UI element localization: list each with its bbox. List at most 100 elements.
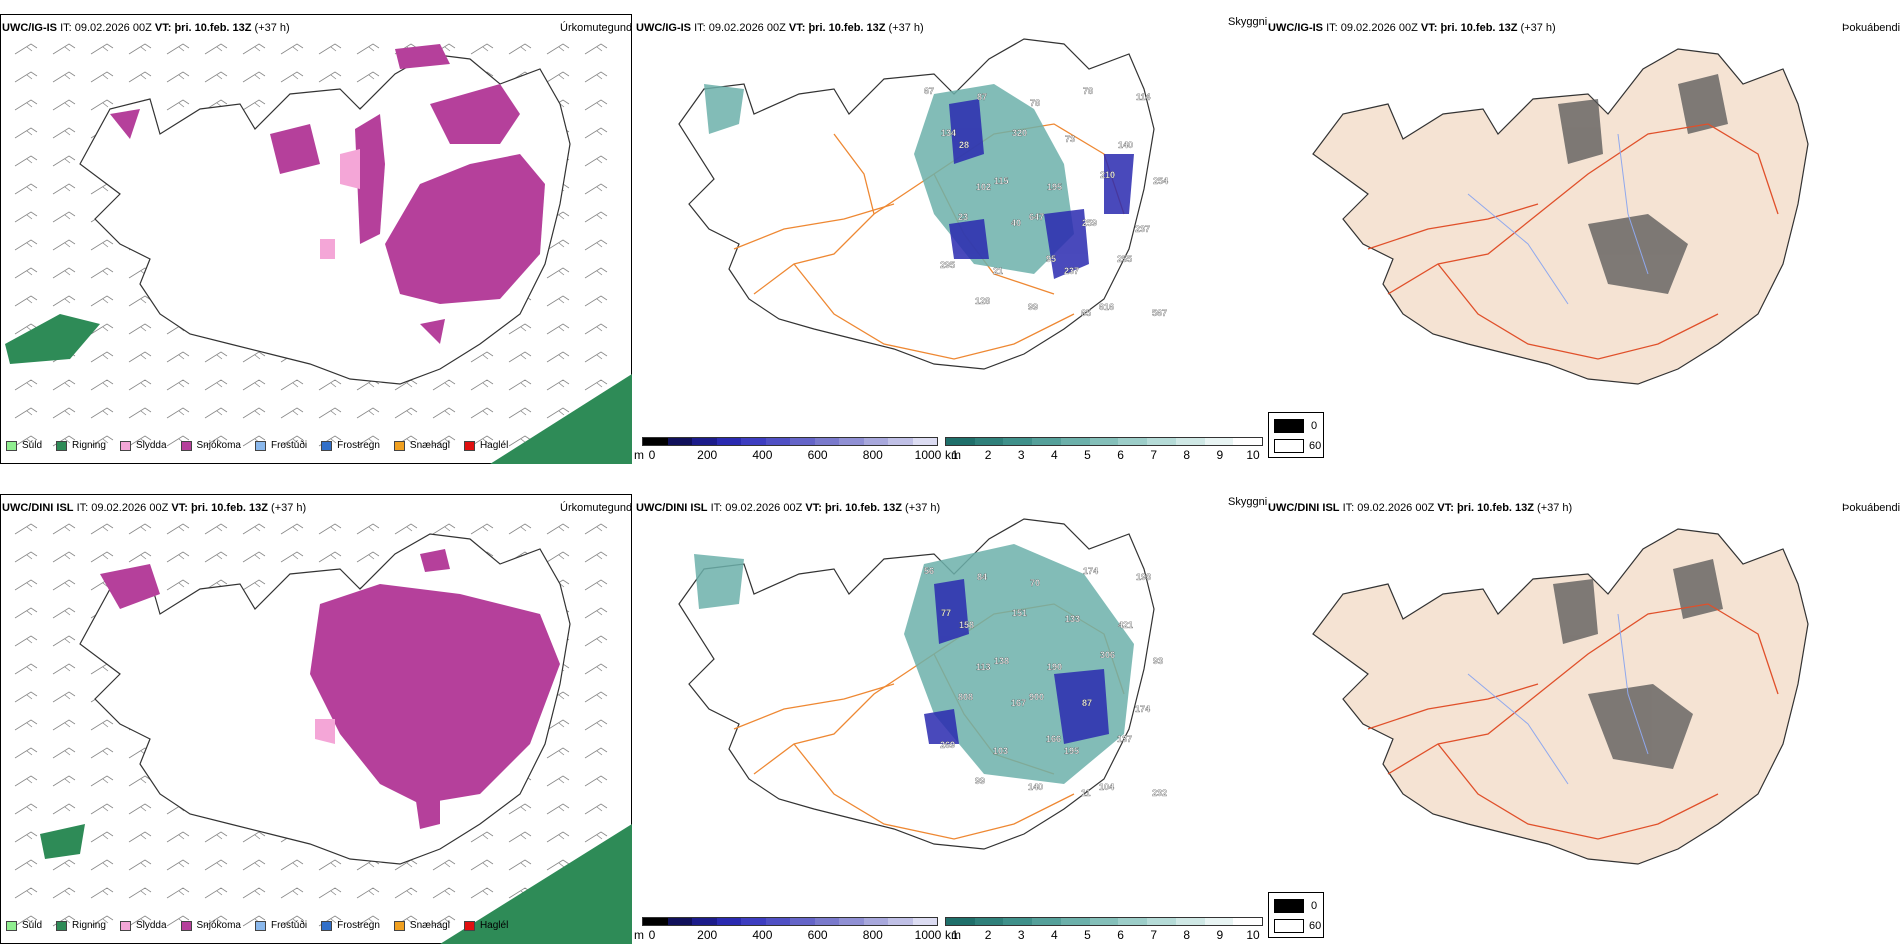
wind-barb — [166, 71, 190, 83]
wind-barb — [508, 379, 532, 391]
wind-barb — [242, 859, 266, 871]
cloud-base-value: 102 — [976, 182, 991, 192]
wind-barb — [204, 915, 228, 927]
cloud-base-value: 128 — [975, 296, 990, 306]
model-name: UWC/DINI ISL — [636, 502, 708, 514]
wind-barb — [14, 663, 38, 675]
panel-title-fog-bottom: Þokuábendi — [1842, 502, 1900, 514]
wind-barb — [432, 887, 456, 899]
wind-barb — [356, 915, 380, 927]
precip-legend-label: Snæhagl — [409, 440, 450, 451]
vt-label: VT: — [154, 22, 172, 34]
it-value: 09.02.2026 00Z — [74, 22, 152, 34]
precip-type-map-bottom — [14, 523, 632, 944]
cloud-base-areas — [924, 579, 1109, 744]
wind-barb — [546, 747, 570, 759]
wind-barb — [242, 379, 266, 391]
wind-barb — [584, 127, 608, 139]
wind-barb — [356, 551, 380, 563]
wind-barb — [166, 99, 190, 111]
wind-barb — [584, 523, 608, 535]
wind-barb — [166, 351, 190, 363]
wind-barb — [14, 719, 38, 731]
roads — [1367, 123, 1779, 360]
wind-barb — [280, 915, 304, 927]
wind-barb — [52, 719, 76, 731]
wind-barb — [128, 323, 152, 335]
vis-colorbar-unit: km — [945, 928, 961, 942]
wind-barb — [128, 43, 152, 55]
it-label: IT: — [1326, 22, 1338, 34]
colorbar-step — [667, 438, 692, 445]
wind-barb — [546, 407, 570, 419]
colorbar-tick-label: 1 — [951, 448, 959, 462]
lead-time: (+37 h) — [888, 22, 924, 34]
vis-colorbar-swatches — [945, 917, 1263, 926]
wind-barb — [90, 295, 114, 307]
wind-barb — [128, 551, 152, 563]
wind-barb — [52, 579, 76, 591]
wind-barb — [470, 523, 494, 535]
wind-barb — [584, 635, 608, 647]
colorbar-step — [1147, 438, 1176, 445]
wind-barb — [90, 831, 114, 843]
wind-barb — [318, 43, 342, 55]
wind-barb — [242, 831, 266, 843]
wind-barb — [584, 211, 608, 223]
wind-barb — [242, 99, 266, 111]
colorbar-step — [863, 438, 888, 445]
wind-barb — [204, 859, 228, 871]
cloud-base-value: 195 — [1047, 182, 1062, 192]
wind-barb — [432, 859, 456, 871]
precip-legend-item: Haglél — [463, 920, 508, 931]
wind-barb — [90, 351, 114, 363]
vis-colorbar-unit: km — [945, 448, 961, 462]
wind-barb — [52, 523, 76, 535]
colorbar-step — [1175, 438, 1205, 445]
precip-legend-swatch — [119, 920, 131, 931]
colorbar-tick-label: 200 — [697, 928, 718, 942]
wind-barb — [52, 71, 76, 83]
cloud-base-value: 78 — [1030, 98, 1040, 108]
precip-legend-item: Rigning — [56, 920, 106, 931]
colorbar-step — [863, 918, 888, 925]
wind-barb — [14, 523, 38, 535]
cloud-base-value: 56 — [924, 566, 934, 576]
wind-barb — [242, 351, 266, 363]
vis-colorbar-swatches — [945, 437, 1263, 446]
wind-barb — [242, 71, 266, 83]
wind-barb — [356, 43, 380, 55]
vt-value: þri. 10.feb. 13Z — [808, 22, 886, 34]
wind-barb — [546, 295, 570, 307]
cloud-base-value: 95 — [1046, 254, 1056, 264]
fog-map-bottom — [1312, 528, 1809, 865]
wind-barb — [128, 523, 152, 535]
wind-barb — [52, 747, 76, 759]
wind-barb — [432, 435, 456, 447]
wind-barb — [204, 407, 228, 419]
precip-legend-item: Haglél — [463, 440, 508, 451]
wind-barb — [508, 803, 532, 815]
colorbar-tick-label: 400 — [752, 448, 773, 462]
cloud-base-value: 138 — [994, 656, 1009, 666]
fog-map-top — [1312, 48, 1809, 385]
cloud-base-value: 99 — [975, 776, 985, 786]
wind-barb — [546, 803, 570, 815]
colorbar-step — [1147, 918, 1176, 925]
wind-barb — [14, 435, 38, 447]
wind-barb — [90, 887, 114, 899]
cloud-base-value: 255 — [1117, 254, 1132, 264]
colorbar-tick-label: 7 — [1150, 448, 1157, 462]
it-value: 09.02.2026 00Z — [1340, 22, 1418, 34]
cloud-base-value: 232 — [1152, 788, 1167, 798]
precip-legend-swatch — [463, 920, 475, 931]
wind-barb — [584, 43, 608, 55]
colorbar-tick-label: 800 — [862, 928, 883, 942]
wind-barb — [14, 747, 38, 759]
colorbar-tick-label: 600 — [807, 448, 828, 462]
wind-barb — [52, 887, 76, 899]
wind-barb — [318, 523, 342, 535]
cloud-base-value: 28 — [959, 140, 969, 150]
wind-barb — [584, 295, 608, 307]
wind-barb — [432, 915, 456, 927]
